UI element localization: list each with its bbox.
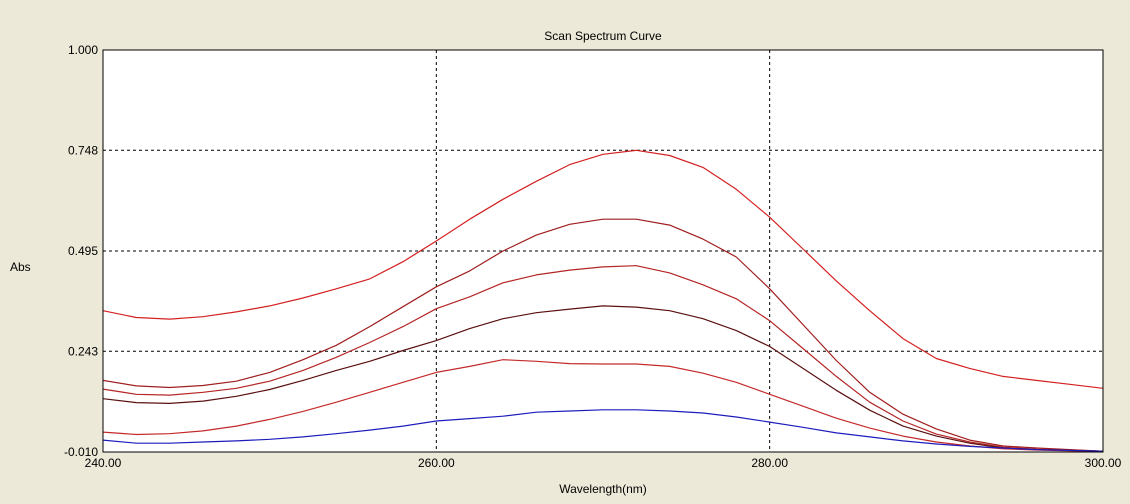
series-layer — [102, 149, 1104, 453]
y-tick-label: -0.010 — [64, 445, 98, 459]
x-tick-labels: 240.00 260.00 280.00 300.00 — [85, 456, 1122, 470]
x-axis-label: Wavelength(nm) — [559, 482, 647, 496]
series-line-5 — [102, 359, 1104, 453]
x-tick-label: 280.00 — [751, 456, 788, 470]
y-tick-label: 0.495 — [68, 244, 98, 258]
series-line-6 — [102, 409, 1104, 452]
series-line-4 — [102, 305, 1104, 452]
x-tick-label: 240.00 — [85, 456, 122, 470]
y-axis-label: Abs — [10, 260, 31, 274]
chart-title: Scan Spectrum Curve — [544, 29, 662, 43]
grid-lines — [103, 50, 1103, 452]
x-tick-label: 300.00 — [1085, 456, 1122, 470]
series-line-1 — [102, 149, 1104, 389]
series-line-3 — [102, 265, 1104, 452]
x-tick-label: 260.00 — [418, 456, 455, 470]
y-tick-labels: -0.010 0.243 0.495 0.748 1.000 — [64, 43, 98, 459]
plot-frame — [102, 49, 1104, 453]
y-tick-label: 0.243 — [68, 344, 98, 358]
y-tick-label: 0.748 — [68, 143, 98, 157]
series-line-2 — [102, 218, 1104, 452]
y-tick-label: 1.000 — [68, 43, 98, 57]
